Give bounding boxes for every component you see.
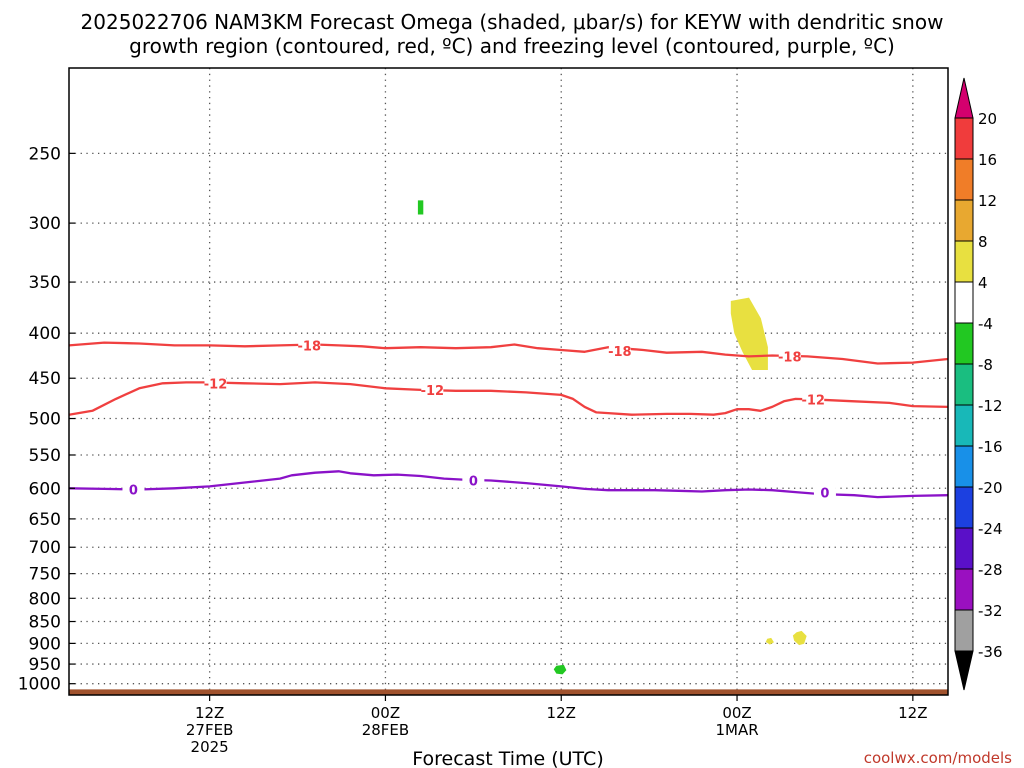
- contour-label-bg: [608, 342, 631, 359]
- site-credit: coolwx.com/models: [864, 749, 1012, 767]
- colorbar-tick-label: -16: [978, 438, 1003, 456]
- ground-fill: [69, 689, 948, 695]
- contour-line: [68, 470, 949, 499]
- colorbar-tick-label: -4: [978, 315, 993, 333]
- plot-frame: [68, 67, 949, 696]
- contour-label-bg: [813, 484, 836, 501]
- contour-label-bg: [421, 381, 444, 398]
- temperature-contours: -18 -18 -18 -12 -12 -12 0 0 0: [68, 337, 949, 502]
- colorbar-tick-label: 20: [978, 110, 997, 128]
- omega-shaded-region: [553, 664, 567, 675]
- omega-shaded-region: [792, 630, 807, 646]
- y-tick-label: 250: [29, 144, 61, 164]
- colorbar-bin: [954, 240, 974, 283]
- colorbar-bin: [954, 568, 974, 611]
- chart-title-line-2: growth region (contoured, red, ºC) and f…: [129, 34, 895, 58]
- colorbar-bottom-arrow: [954, 650, 974, 691]
- y-axis-tick-labels: 2503003504004505005506006507007508008509…: [18, 144, 75, 695]
- y-tick-label: 900: [29, 634, 61, 654]
- grid-lines: [69, 68, 948, 695]
- x-tick-label: 27FEB: [186, 721, 233, 739]
- colorbar-tick-label: -24: [978, 520, 1003, 538]
- contour-label: 0: [469, 475, 478, 490]
- colorbar-tick-label: -36: [978, 643, 1003, 661]
- colorbar-tick-label: 4: [978, 274, 988, 292]
- contour-label-bg: [204, 375, 227, 392]
- y-tick-label: 350: [29, 273, 61, 293]
- x-tick-label: 00Z: [371, 704, 400, 722]
- omega-shaded-region: [765, 637, 774, 645]
- x-tick-label: 12Z: [547, 704, 576, 722]
- contour-label: 0: [820, 487, 829, 502]
- contour-label: -12: [421, 384, 445, 399]
- colorbar-bin: [954, 527, 974, 570]
- contour-label: -12: [204, 377, 228, 392]
- colorbar-bin: [954, 609, 974, 652]
- y-tick-label: 300: [29, 214, 61, 234]
- x-tick-label: 12Z: [898, 704, 927, 722]
- x-axis-label: Forecast Time (UTC): [412, 748, 603, 768]
- y-tick-label: 850: [29, 613, 61, 633]
- contour-label: -18: [298, 339, 322, 354]
- y-tick-label: 500: [29, 410, 61, 430]
- contour-label-bg: [462, 472, 485, 489]
- x-tick-label: 2025: [191, 738, 229, 756]
- contour-label: 0: [129, 484, 138, 499]
- x-tick-label: 1MAR: [715, 721, 758, 739]
- colorbar-bin: [954, 445, 974, 488]
- colorbar-bin: [954, 281, 974, 324]
- colorbar-top-arrow: [954, 77, 974, 119]
- y-tick-label: 700: [29, 538, 61, 558]
- contour-line: [68, 341, 949, 365]
- colorbar-tick-label: -32: [978, 602, 1003, 620]
- y-tick-label: 650: [29, 510, 61, 530]
- chart-title-line-1: 2025022706 NAM3KM Forecast Omega (shaded…: [81, 10, 944, 34]
- colorbar-bin: [954, 199, 974, 242]
- contour-label-bg: [778, 348, 801, 365]
- omega-colorbar: 20 16 12 8 4 -4 -8 -12 -16 -20 -24 -28 -32 -36: [954, 77, 1003, 691]
- y-tick-label: 1000: [18, 675, 61, 695]
- contour-label: -18: [778, 350, 802, 365]
- colorbar-bin: [954, 404, 974, 447]
- colorbar-tick-label: -20: [978, 479, 1003, 497]
- ground-layer: [69, 689, 948, 695]
- contour-label-bg: [122, 481, 145, 498]
- colorbar-tick-label: 12: [978, 192, 997, 210]
- y-tick-label: 800: [29, 589, 61, 609]
- colorbar-bin: [954, 363, 974, 406]
- colorbar-bin: [954, 322, 974, 365]
- y-tick-label: 950: [29, 655, 61, 675]
- y-tick-label: 400: [29, 324, 61, 344]
- colorbar-tick-label: 8: [978, 233, 988, 251]
- contour-label-bg: [802, 391, 825, 408]
- colorbar-tick-label: -8: [978, 356, 993, 374]
- omega-shaded-region: [417, 200, 424, 215]
- colorbar-tick-label: 16: [978, 151, 997, 169]
- x-tick-label: 00Z: [722, 704, 751, 722]
- plot-border: [68, 67, 949, 696]
- y-tick-label: 450: [29, 369, 61, 389]
- colorbar-bin: [954, 117, 974, 160]
- x-tick-label: 28FEB: [362, 721, 409, 739]
- omega-shading: [417, 200, 807, 675]
- y-tick-label: 550: [29, 446, 61, 466]
- contour-label-bg: [298, 337, 321, 354]
- x-tick-label: 12Z: [195, 704, 224, 722]
- colorbar-bin: [954, 486, 974, 529]
- contour-label: -12: [801, 394, 825, 409]
- contour-label: -18: [608, 345, 632, 360]
- omega-shaded-region: [730, 297, 768, 371]
- y-tick-label: 600: [29, 479, 61, 499]
- colorbar-tick-label: -28: [978, 561, 1003, 579]
- y-tick-label: 750: [29, 565, 61, 585]
- colorbar-bin: [954, 158, 974, 201]
- colorbar-tick-label: -12: [978, 397, 1003, 415]
